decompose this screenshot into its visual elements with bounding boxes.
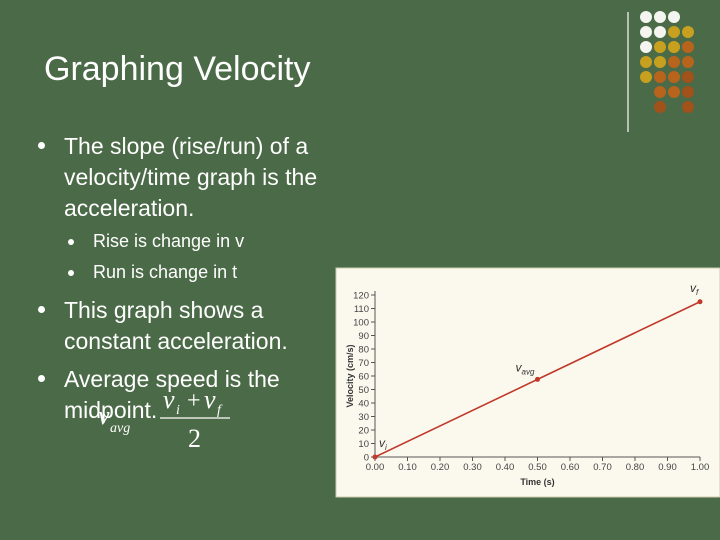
bullet: Average speed is the midpoint. [64, 366, 280, 423]
y-tick-label: 110 [354, 304, 369, 315]
y-tick-label: 100 [353, 318, 369, 329]
decor-dot [654, 11, 666, 23]
x-tick-label: 0.40 [496, 462, 515, 473]
chart-panel [335, 267, 720, 498]
formula-text: 2 [188, 424, 201, 453]
decor-dot [654, 41, 666, 53]
x-tick-label: 0.70 [593, 462, 612, 473]
y-tick-label: 80 [358, 345, 369, 356]
x-tick-label: 0.60 [561, 462, 580, 473]
formula-text: + [187, 388, 201, 414]
y-tick-label: 20 [358, 426, 369, 437]
point-label: v [516, 360, 523, 374]
bullet-icon [38, 306, 45, 313]
point-label-sub: i [385, 443, 387, 452]
decor-dot [654, 71, 666, 83]
y-tick-label: 40 [358, 399, 369, 410]
slide-title: Graphing Velocity [44, 50, 311, 88]
bullet-icon [68, 270, 74, 276]
decor-dot [654, 86, 666, 98]
point-label: v [690, 281, 697, 295]
x-axis-label: Time (s) [520, 477, 554, 487]
x-tick-label: 0.00 [366, 462, 385, 473]
decor-dot [668, 11, 680, 23]
x-tick-label: 0.90 [658, 462, 677, 473]
y-tick-label: 60 [358, 372, 369, 383]
formula-text: v [98, 401, 110, 430]
decor-dot [668, 26, 680, 38]
sub-bullet: Run is change in t [93, 262, 238, 282]
y-tick-label: 120 [353, 291, 369, 302]
decor-dot [640, 71, 652, 83]
decor-dot [682, 26, 694, 38]
point-label-sub: avg [522, 367, 535, 376]
decor-dot [682, 71, 694, 83]
chart: 0 10 20 30 40 50 60 70 80 90 100 110 120 0.00 0.10 0.20… [345, 281, 709, 487]
x-tick-label: 0.50 [528, 462, 547, 473]
y-tick-label: 90 [358, 331, 369, 342]
x-tick-label: 0.10 [398, 462, 417, 473]
y-tick-label: 70 [358, 358, 369, 369]
decor-dot [668, 56, 680, 68]
decor-dot [640, 56, 652, 68]
decor-dot [668, 86, 680, 98]
decor-dot [654, 101, 666, 113]
decoration [640, 11, 694, 113]
y-tick-label: 0 [364, 453, 369, 464]
data-point [697, 299, 703, 305]
decor-dot [640, 26, 652, 38]
point-label-sub: f [696, 288, 699, 297]
y-axis-label: Velocity (cm/s) [345, 344, 355, 407]
y-tick-label: 10 [358, 439, 369, 450]
decor-dot [682, 56, 694, 68]
point-label: v [379, 436, 386, 450]
bullet-icon [68, 239, 74, 245]
formula-text: avg [110, 421, 130, 436]
y-tick-label: 50 [358, 385, 369, 396]
decor-dot [640, 41, 652, 53]
bullet: The slope (rise/run) of a velocity/time … [64, 133, 318, 221]
decor-dot [654, 26, 666, 38]
decor-dot [654, 56, 666, 68]
decor-dot [668, 71, 680, 83]
x-tick-label: 0.20 [431, 462, 450, 473]
y-tick-label: 30 [358, 412, 369, 423]
decor-dot [682, 101, 694, 113]
formula: v avg v i + v f 2 [98, 385, 230, 453]
formula-text: v [204, 385, 216, 414]
decor-dot [682, 41, 694, 53]
x-tick-label: 1.00 [691, 462, 710, 473]
formula-text: f [217, 403, 223, 418]
data-point [535, 376, 540, 382]
bullet: This graph shows a constant acceleration… [64, 297, 288, 354]
bullet-icon [38, 375, 45, 382]
sub-bullet: Rise is change in v [93, 231, 245, 251]
bullet-icon [38, 142, 45, 149]
x-tick-label: 0.80 [626, 462, 645, 473]
formula-text: v [163, 385, 175, 414]
decor-dot [668, 41, 680, 53]
x-tick-label: 0.30 [463, 462, 482, 473]
data-point [372, 454, 378, 460]
decor-dot [640, 11, 652, 23]
formula-text: i [176, 403, 180, 418]
decor-dot [682, 86, 694, 98]
